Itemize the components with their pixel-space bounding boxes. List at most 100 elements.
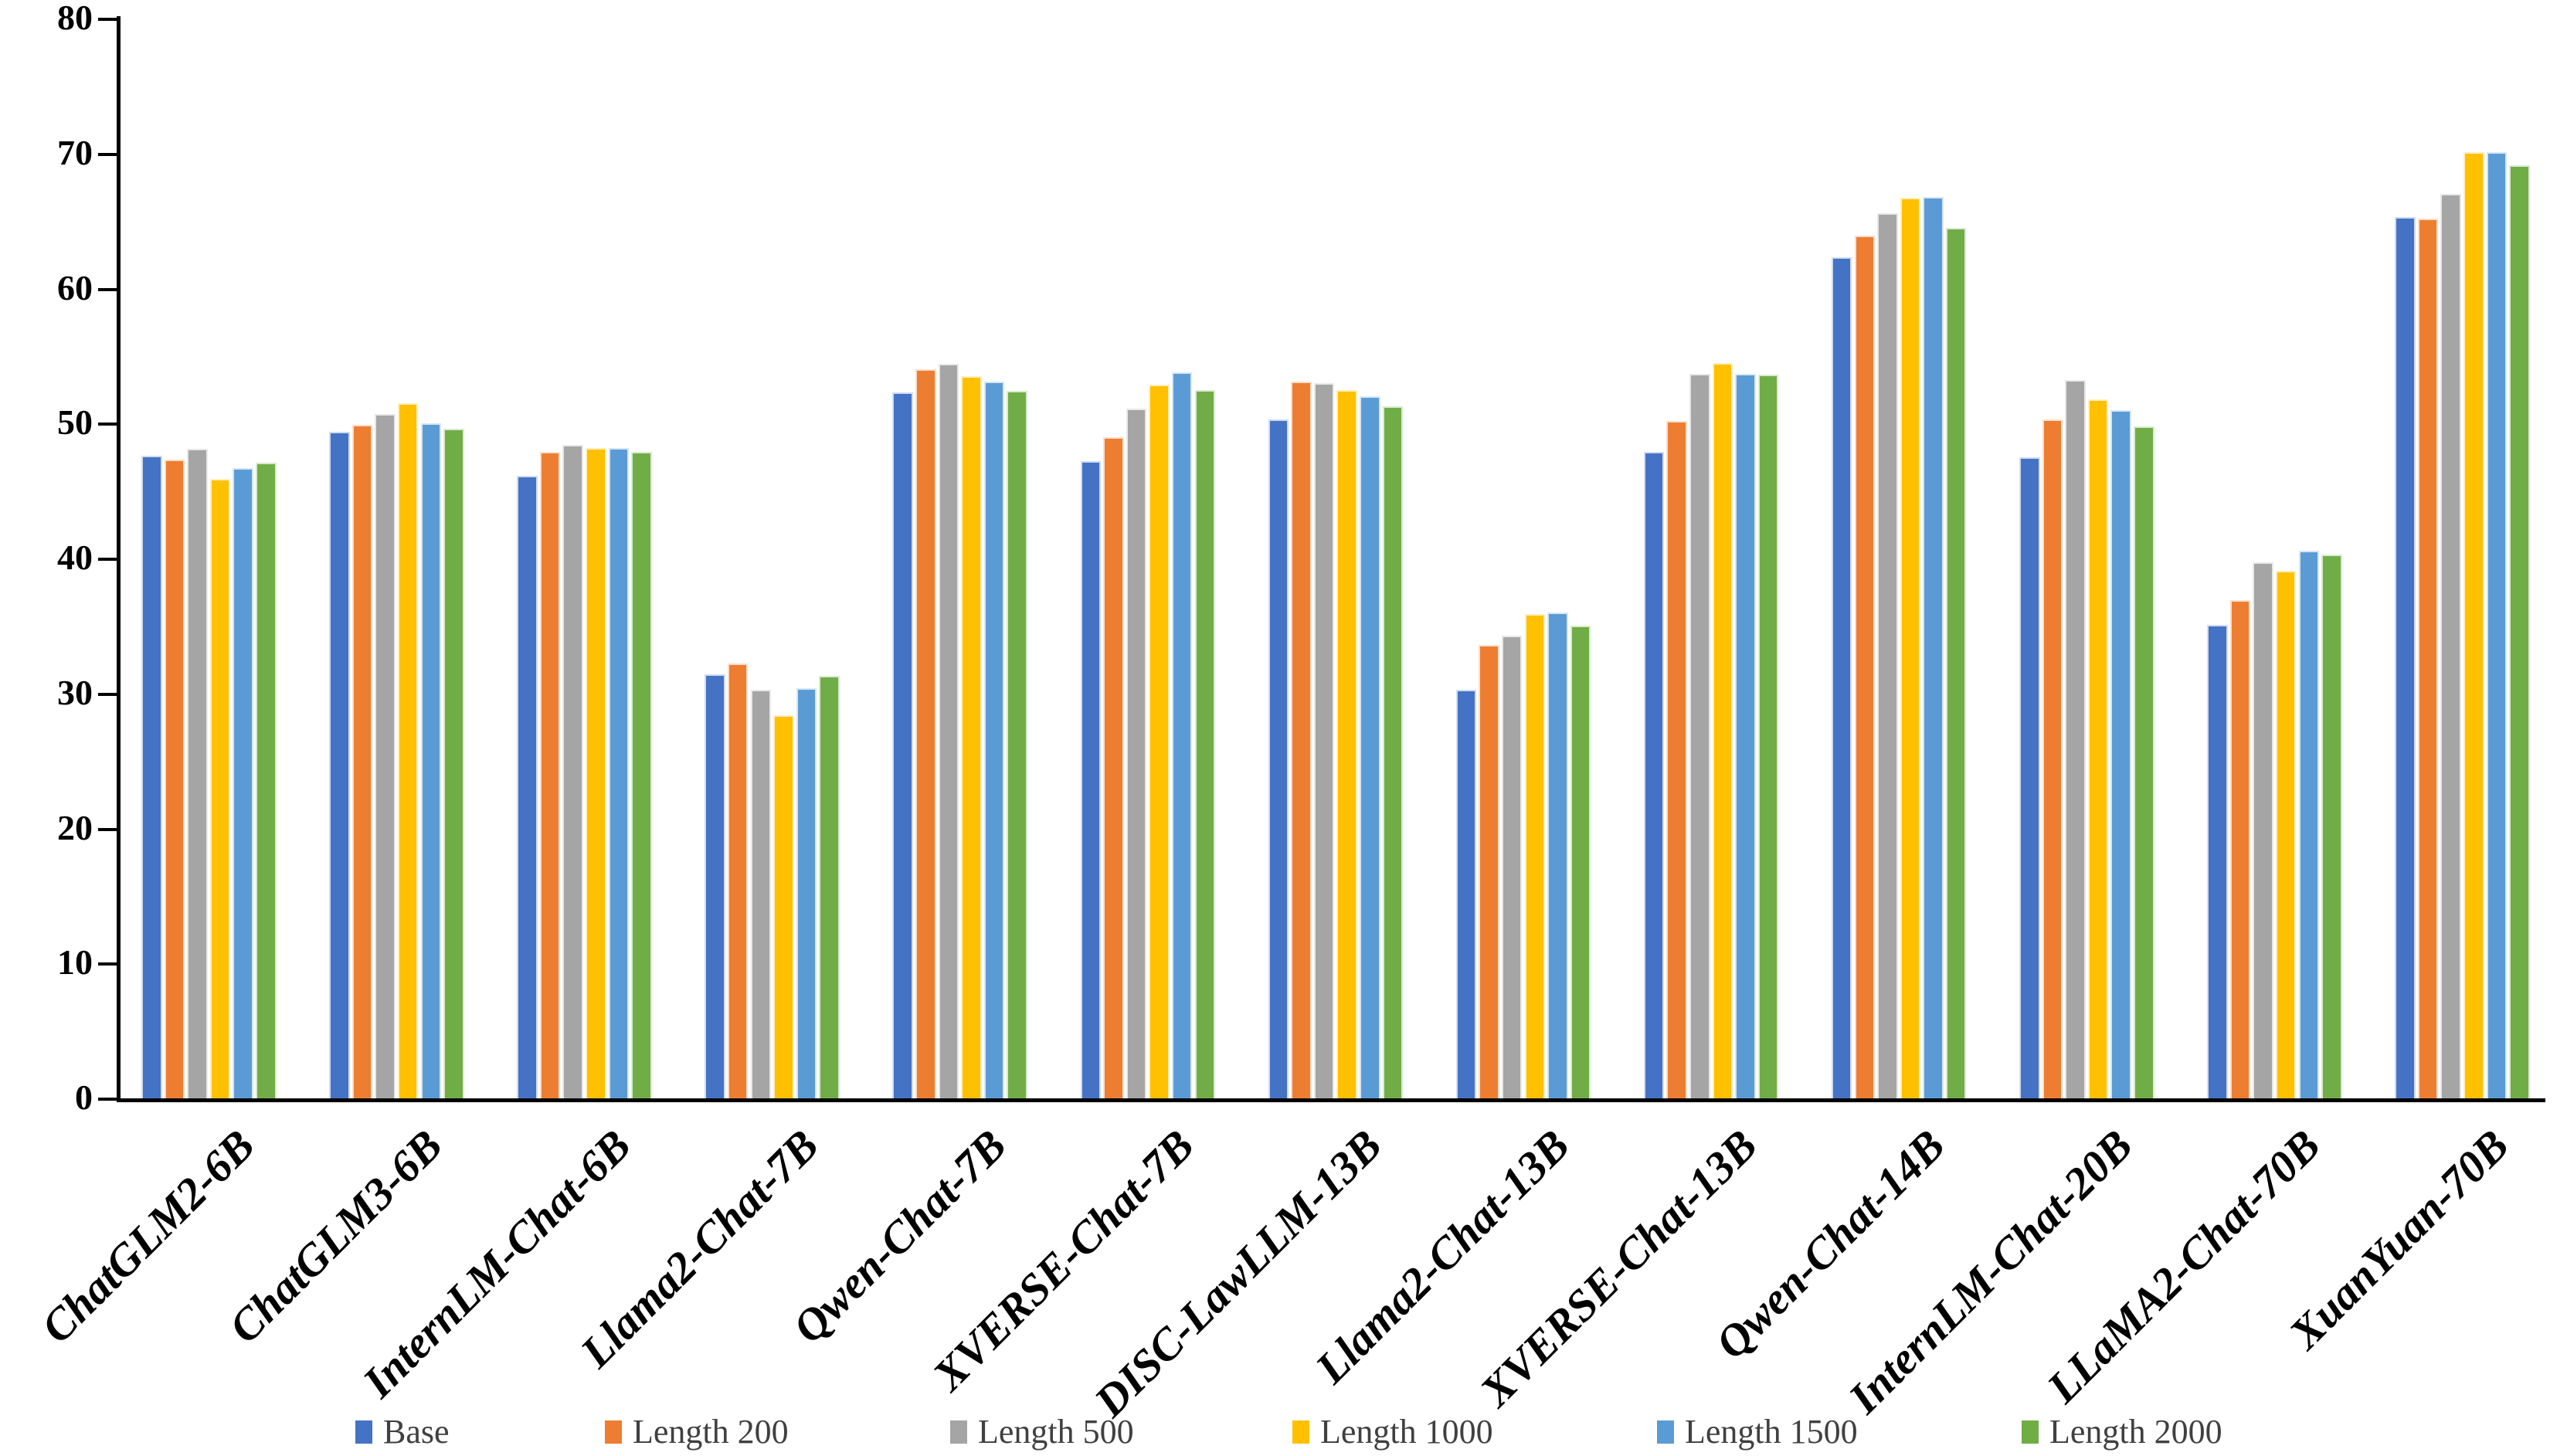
bar-length-1000 xyxy=(1149,384,1170,1098)
bar-length-1000 xyxy=(2275,570,2297,1098)
legend-item: Base xyxy=(355,1415,450,1449)
y-tick-label: 80 xyxy=(57,0,93,37)
legend-swatch-length-200 xyxy=(605,1420,622,1444)
legend-swatch-length-500 xyxy=(950,1420,967,1444)
bar-length-1500 xyxy=(2298,550,2320,1098)
bar-length-500 xyxy=(2440,194,2461,1098)
bar-length-2000 xyxy=(1570,626,1591,1098)
bar-base xyxy=(517,476,538,1098)
bar-base xyxy=(1080,461,1102,1098)
y-tick-label: 50 xyxy=(57,402,93,443)
bar-length-200 xyxy=(351,424,373,1098)
y-tick xyxy=(98,287,117,291)
y-tick xyxy=(98,1098,117,1101)
bar-length-200 xyxy=(2042,419,2063,1098)
y-tick-label: 60 xyxy=(57,267,93,307)
y-tick xyxy=(98,827,117,831)
bar-length-1000 xyxy=(397,403,419,1098)
x-category-label: XVERSE-Chat-13B xyxy=(1470,1119,1767,1417)
bar-length-1000 xyxy=(961,376,982,1098)
bar-length-1000 xyxy=(2087,399,2109,1098)
bar-length-1500 xyxy=(608,447,630,1098)
x-category-label: Qwen-Chat-14B xyxy=(1706,1119,1955,1369)
y-tick-label: 40 xyxy=(57,538,93,577)
bar-length-1500 xyxy=(1360,396,1380,1098)
bar-length-200 xyxy=(1479,644,1499,1098)
bar-length-200 xyxy=(539,451,561,1098)
bar-length-1000 xyxy=(1712,362,1733,1098)
bar-length-500 xyxy=(1501,635,1523,1098)
y-axis-line xyxy=(117,16,121,1102)
bar-length-200 xyxy=(915,369,936,1098)
legend-label: Length 1500 xyxy=(1685,1413,1858,1451)
bar-length-1500 xyxy=(796,687,817,1098)
bar-length-1500 xyxy=(2486,152,2508,1098)
bar-length-500 xyxy=(2253,562,2273,1098)
bar-length-200 xyxy=(1854,236,1876,1098)
legend-swatch-length-1500 xyxy=(1657,1420,1674,1444)
bar-length-2000 xyxy=(631,451,652,1098)
legend-label: Length 2000 xyxy=(2049,1413,2222,1451)
bar-length-1500 xyxy=(1171,372,1193,1098)
bar-length-500 xyxy=(1126,409,1147,1098)
bar-length-2000 xyxy=(1757,375,1779,1098)
bar-base xyxy=(2019,456,2040,1098)
bar-length-2000 xyxy=(1007,391,1027,1098)
y-tick xyxy=(98,558,117,561)
x-category-label: DISC-LawLLM-13B xyxy=(1084,1119,1391,1427)
legend-label: Length 1000 xyxy=(1320,1413,1493,1451)
bar-length-2000 xyxy=(256,462,277,1098)
bar-length-1000 xyxy=(773,714,794,1098)
bar-base xyxy=(1455,689,1477,1098)
y-tick-label: 70 xyxy=(57,132,93,172)
bar-length-1000 xyxy=(586,447,606,1098)
bar-length-1000 xyxy=(1336,389,1357,1098)
x-category-label: XuanYuan-70B xyxy=(2279,1119,2518,1359)
y-tick xyxy=(98,692,117,696)
bar-base xyxy=(1268,419,1289,1098)
bar-length-200 xyxy=(2417,218,2439,1098)
bar-length-500 xyxy=(938,364,959,1098)
bar-length-1500 xyxy=(1735,373,1756,1098)
bar-length-1500 xyxy=(2110,409,2131,1098)
legend-swatch-length-1000 xyxy=(1292,1420,1309,1444)
bar-length-1000 xyxy=(209,478,231,1098)
x-category-label: InternLM-Chat-20B xyxy=(1839,1119,2143,1424)
legend-item: Length 500 xyxy=(950,1415,1134,1449)
legend-item: Length 1500 xyxy=(1657,1415,1858,1449)
bar-base xyxy=(892,392,913,1098)
bar-length-500 xyxy=(562,445,583,1098)
bar-length-200 xyxy=(2229,600,2251,1098)
bar-length-200 xyxy=(164,460,185,1098)
bar-length-2000 xyxy=(1382,406,1404,1098)
bar-length-2000 xyxy=(2134,426,2154,1098)
bar-base xyxy=(1643,451,1665,1098)
x-category-label: ChatGLM3-6B xyxy=(219,1119,453,1353)
bar-length-1500 xyxy=(1923,196,1944,1098)
x-category-label: Llama2-Chat-7B xyxy=(570,1119,828,1377)
bar-length-500 xyxy=(2065,380,2086,1098)
bar-length-200 xyxy=(727,664,749,1098)
y-tick xyxy=(98,152,117,156)
legend-swatch-length-2000 xyxy=(2022,1420,2039,1444)
bar-length-1500 xyxy=(233,467,253,1098)
bar-length-1000 xyxy=(1524,613,1546,1098)
legend-label: Base xyxy=(383,1413,450,1451)
x-category-label: Qwen-Chat-7B xyxy=(783,1119,1016,1353)
legend-label: Length 500 xyxy=(978,1413,1134,1451)
y-tick xyxy=(98,423,117,426)
bar-length-2000 xyxy=(443,429,464,1098)
bar-base xyxy=(329,431,350,1098)
y-tick-label: 30 xyxy=(57,672,93,712)
bar-length-2000 xyxy=(2321,554,2342,1098)
bar-length-2000 xyxy=(1194,389,1216,1098)
y-tick-label: 20 xyxy=(57,807,93,847)
bar-length-200 xyxy=(1666,420,1687,1098)
bar-length-500 xyxy=(1877,212,1898,1098)
bar-length-1500 xyxy=(420,423,442,1098)
x-category-label: Llama2-Chat-13B xyxy=(1306,1119,1579,1393)
legend-swatch-base xyxy=(355,1420,372,1444)
bar-base xyxy=(2207,624,2228,1098)
x-axis-line xyxy=(117,1098,2545,1102)
